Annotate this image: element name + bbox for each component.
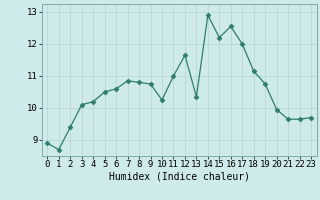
X-axis label: Humidex (Indice chaleur): Humidex (Indice chaleur) — [109, 172, 250, 182]
